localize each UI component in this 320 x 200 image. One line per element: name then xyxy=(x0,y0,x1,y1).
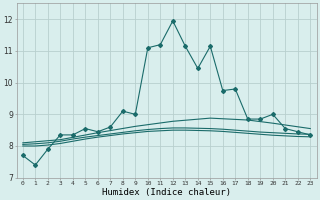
X-axis label: Humidex (Indice chaleur): Humidex (Indice chaleur) xyxy=(102,188,231,197)
